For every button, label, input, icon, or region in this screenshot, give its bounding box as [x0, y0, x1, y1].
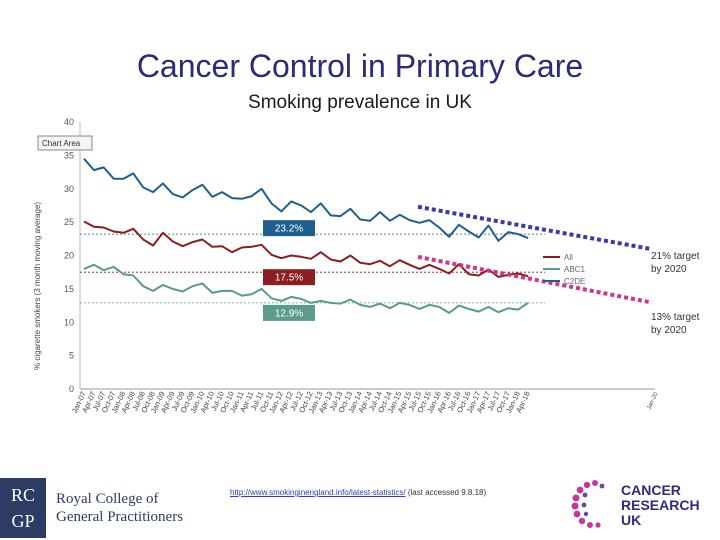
- target-13-label: 13% target by 2020: [651, 312, 700, 336]
- reference-label: 23.2%: [275, 224, 303, 235]
- target-lines: [417, 204, 651, 305]
- reference-label-box: [263, 220, 315, 237]
- source-note: http://www.smokinginengland.info/latest-…: [230, 488, 487, 497]
- legend-all: All: [564, 253, 573, 262]
- y-tick-label: 35: [64, 150, 74, 160]
- y-tick-label: 20: [64, 251, 74, 261]
- y-tick-label: 5: [69, 351, 74, 361]
- cruk-mark-icon: [571, 480, 605, 528]
- y-tick-label: 0: [69, 384, 74, 394]
- target-line-13: [417, 254, 651, 305]
- target-line-21: [417, 204, 651, 251]
- reference-label: 17.5%: [275, 273, 303, 284]
- y-tick-label: 25: [64, 217, 74, 227]
- y-ticks: 0 5 10 15 20 25 30 35 40: [64, 117, 74, 394]
- rcgp-logo: RC GP Royal College of General Practitione…: [0, 478, 240, 538]
- legend-c2de: C2DE: [564, 277, 585, 286]
- y-tick-label: 10: [64, 317, 74, 327]
- source-link[interactable]: http://www.smokinginengland.info/latest-…: [230, 488, 406, 497]
- cancer-research-uk-logo: CANCER RESEARCH UK: [565, 475, 720, 535]
- series-lines: [83, 158, 529, 314]
- chart-area-button[interactable]: Chart Area: [37, 135, 93, 151]
- reference-label-box: [263, 269, 315, 286]
- legend: All ABC1 C2DE: [543, 253, 585, 286]
- reference-label-box: [263, 304, 315, 321]
- chart-subtitle: Smoking prevalence in UK: [248, 92, 472, 113]
- stray-x-label: Jan-20: [646, 391, 659, 411]
- y-tick-label: 40: [64, 117, 74, 127]
- reference-label: 12.9%: [275, 308, 303, 319]
- page-title: Cancer Control in Primary Care: [136, 48, 584, 84]
- y-tick-label: 15: [64, 284, 74, 294]
- legend-abc1: ABC1: [564, 265, 585, 274]
- svg-text:Chart Area: Chart Area: [42, 139, 81, 148]
- x-ticks: Jan-07Apr-07Jul-07Oct-07Jan-08Apr-08Jul-…: [70, 390, 532, 415]
- series-line-abc1: [83, 263, 529, 314]
- target-21-label: 21% target by 2020: [651, 251, 700, 275]
- y-axis-label: % cigarette smokers (3 month moving aver…: [33, 202, 42, 370]
- series-line-c2de: [83, 158, 529, 242]
- y-tick-label: 30: [64, 184, 74, 194]
- series-line-all: [83, 220, 529, 278]
